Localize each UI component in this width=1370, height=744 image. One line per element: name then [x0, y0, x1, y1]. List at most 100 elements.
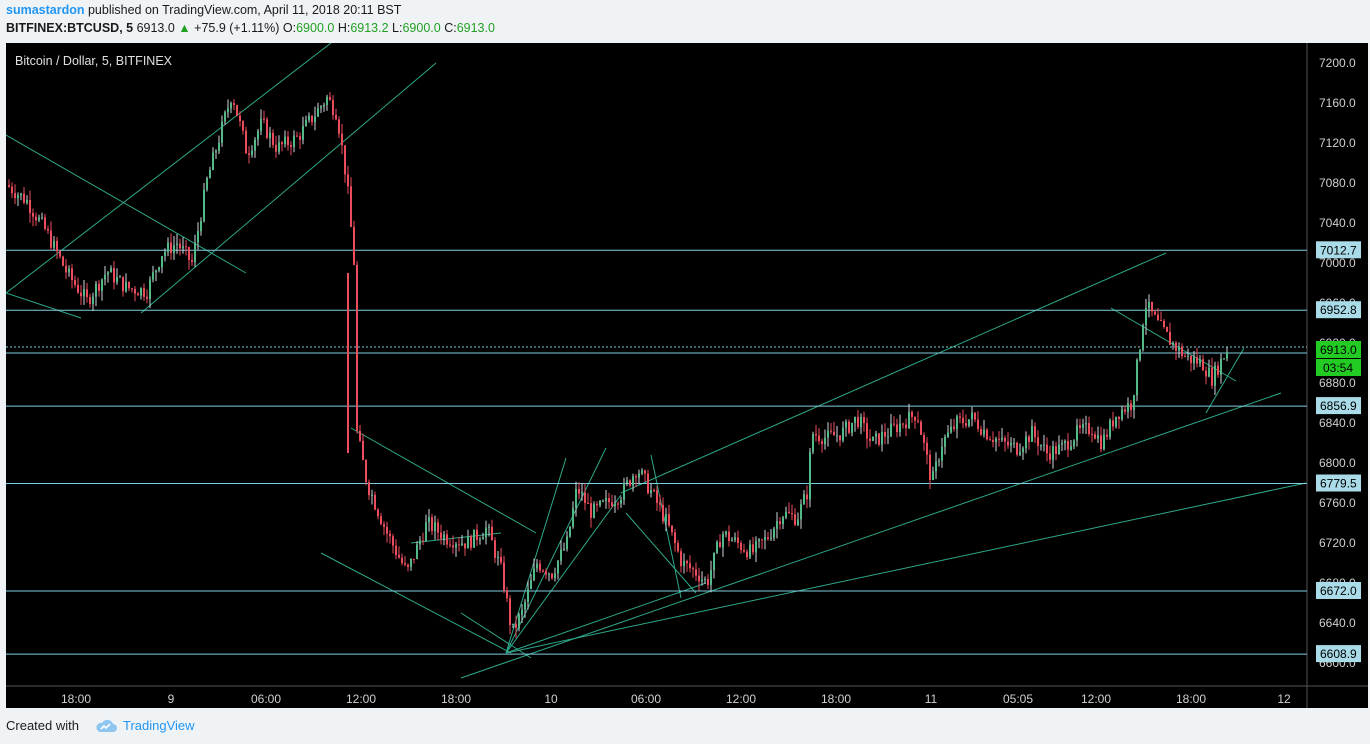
candle-body — [1088, 423, 1090, 434]
candle-body — [836, 435, 838, 437]
candle-body — [347, 174, 349, 187]
candle-body — [1169, 331, 1171, 345]
candle-body — [92, 296, 94, 305]
candle-body — [119, 276, 121, 278]
candle-body — [1157, 314, 1159, 321]
candle-body — [299, 136, 301, 140]
level-price-label: 6672.0 — [1320, 584, 1357, 598]
candle-body — [422, 540, 424, 542]
candle-body — [155, 270, 157, 273]
candle-body — [1010, 442, 1012, 446]
created-with-text: Created with — [6, 718, 79, 733]
trend-line — [460, 392, 1282, 679]
candle-body — [524, 602, 526, 610]
candle-body — [473, 529, 475, 548]
candle-body — [485, 527, 487, 538]
candle-body — [794, 514, 796, 525]
candle-body — [158, 267, 160, 271]
candle-body — [71, 268, 73, 281]
candle-body — [1025, 436, 1027, 449]
candle-body — [908, 411, 910, 429]
candle-body — [449, 544, 451, 546]
candle-body — [104, 274, 106, 280]
candle-body — [302, 125, 304, 140]
candle-body — [632, 476, 634, 486]
candle-body — [236, 104, 238, 116]
open-label: O: — [282, 21, 297, 35]
candle-body — [1043, 444, 1045, 446]
time-axis[interactable]: 18:00 9 06:00 12:00 18:00 10 06:00 12:00 18:00 11… — [61, 692, 1291, 706]
current-price-tag — [1316, 341, 1361, 358]
candle-body — [731, 539, 733, 542]
candle-body — [560, 549, 562, 561]
candle-body — [1070, 446, 1072, 450]
candle-body — [797, 519, 799, 525]
candle-body — [317, 108, 319, 117]
tradingview-brand[interactable]: TradingView — [122, 718, 195, 733]
candle-body — [821, 441, 823, 445]
candle-body — [479, 539, 481, 541]
candle-body — [170, 242, 172, 254]
level-price-tag — [1316, 397, 1361, 415]
candle-body — [494, 540, 496, 558]
candle-body — [23, 193, 25, 203]
candle-body — [809, 451, 811, 500]
candle-body — [527, 588, 529, 603]
candle-body — [971, 412, 973, 420]
candle-body — [842, 427, 844, 441]
candle-body — [1106, 434, 1108, 437]
candle-body — [215, 150, 217, 153]
candle-body — [56, 240, 58, 252]
candle-body — [995, 438, 997, 443]
candle-body — [173, 245, 175, 254]
symbol-label[interactable]: BITFINEX:BTCUSD, 5 — [6, 21, 134, 35]
trend-line — [620, 252, 1167, 494]
candle-body — [644, 470, 646, 474]
candle-body — [137, 293, 139, 296]
candle-body — [512, 623, 514, 626]
level-price-tag — [1316, 474, 1361, 492]
candle-body — [80, 292, 82, 297]
candle-body — [755, 541, 757, 553]
candle-body — [254, 139, 256, 151]
time-tick-label: 11 — [925, 692, 938, 706]
chart-area[interactable]: 7200.07160.07120.07080.07040.07000.06960… — [5, 42, 1368, 708]
price-axis[interactable]: 7200.07160.07120.07080.07040.07000.06960… — [1319, 56, 1356, 670]
time-tick-label: 18:00 — [1176, 692, 1206, 706]
author-link[interactable]: sumastardon — [6, 3, 85, 17]
trend-line — [505, 482, 1307, 654]
chart-svg[interactable]: 7200.07160.07120.07080.07040.07000.06960… — [5, 42, 1368, 708]
candle-body — [1115, 416, 1117, 427]
candle-body — [1061, 443, 1063, 445]
candle-body — [200, 220, 202, 232]
candle-body — [776, 521, 778, 529]
candle-body — [1220, 358, 1222, 375]
candle-body — [341, 133, 343, 146]
candle-body — [926, 442, 928, 455]
candle-body — [50, 230, 52, 248]
candle-body — [419, 540, 421, 545]
candle-body — [377, 509, 379, 517]
candle-body — [152, 272, 154, 280]
candle-body — [743, 549, 745, 552]
candle-body — [710, 570, 712, 585]
price-tick-label: 6800.0 — [1319, 456, 1356, 470]
candle-body — [698, 575, 700, 582]
candle-body — [1079, 425, 1081, 429]
candle-body — [305, 120, 307, 126]
candle-body — [1166, 326, 1168, 332]
candle-body — [980, 429, 982, 435]
trend-line — [460, 612, 532, 659]
candle-body — [851, 422, 853, 433]
candle-body — [191, 259, 193, 263]
candle-body — [1145, 308, 1147, 326]
candle-body — [1004, 437, 1006, 442]
time-tick-label: 10 — [544, 692, 558, 706]
tradingview-link[interactable]: TradingView — [87, 718, 195, 733]
price-tick-label: 7200.0 — [1319, 56, 1356, 70]
candle-body — [641, 470, 643, 474]
candle-body — [791, 513, 793, 515]
time-tick-label: 9 — [168, 692, 175, 706]
candle-body — [89, 297, 91, 305]
candle-body — [65, 265, 67, 273]
